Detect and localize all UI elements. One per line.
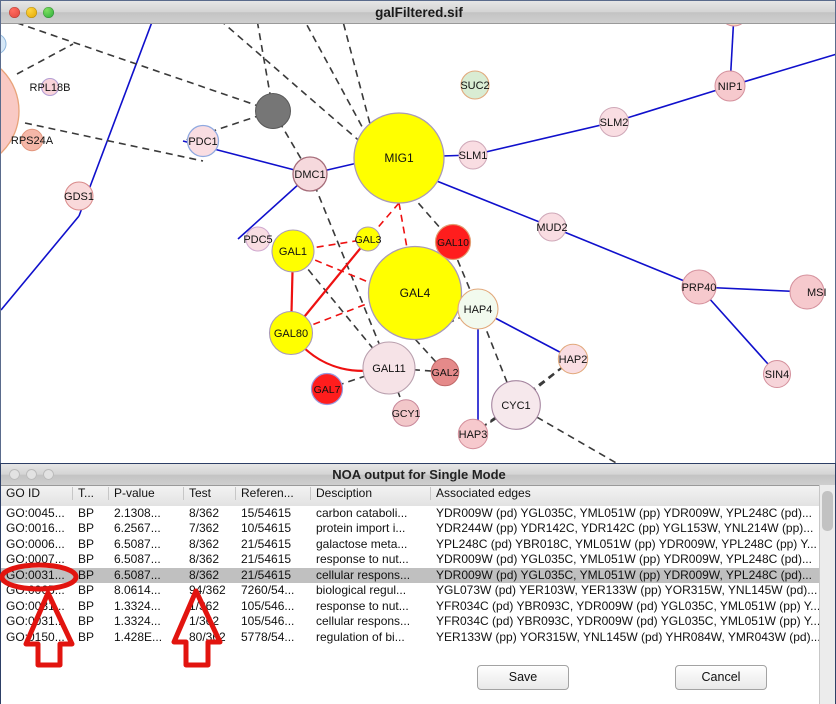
svg-text:HAP2: HAP2	[559, 354, 588, 366]
svg-text:PDC5: PDC5	[243, 234, 272, 246]
svg-text:GAL2: GAL2	[432, 367, 459, 379]
svg-text:RPS24A: RPS24A	[11, 135, 54, 147]
svg-text:GAL1: GAL1	[279, 246, 307, 258]
svg-text:GAL80: GAL80	[274, 328, 308, 340]
svg-text:PRP40: PRP40	[682, 282, 717, 294]
svg-text:GAL7: GAL7	[314, 384, 341, 396]
svg-text:HAP4: HAP4	[464, 304, 493, 316]
svg-text:SLM2: SLM2	[600, 117, 629, 129]
svg-text:SLM1: SLM1	[459, 150, 488, 162]
svg-text:MSI: MSI	[807, 287, 827, 299]
svg-text:GAL10: GAL10	[437, 238, 469, 249]
svg-text:GDS1: GDS1	[64, 191, 94, 203]
svg-text:SUC2: SUC2	[460, 80, 489, 92]
svg-text:GCY1: GCY1	[392, 408, 421, 420]
svg-text:GAL11: GAL11	[372, 363, 405, 375]
svg-text:PDC1: PDC1	[188, 136, 217, 148]
svg-text:RPL18B: RPL18B	[30, 82, 71, 94]
svg-text:NIP1: NIP1	[718, 81, 742, 93]
svg-text:GAL4: GAL4	[400, 286, 431, 300]
svg-text:MUD2: MUD2	[536, 222, 567, 234]
svg-text:HAP3: HAP3	[459, 429, 488, 441]
svg-text:DMC1: DMC1	[294, 169, 325, 181]
svg-text:SIN4: SIN4	[765, 369, 789, 381]
svg-text:CYC1: CYC1	[501, 400, 530, 412]
svg-text:GAL3: GAL3	[355, 234, 382, 246]
svg-text:MIG1: MIG1	[384, 151, 414, 165]
